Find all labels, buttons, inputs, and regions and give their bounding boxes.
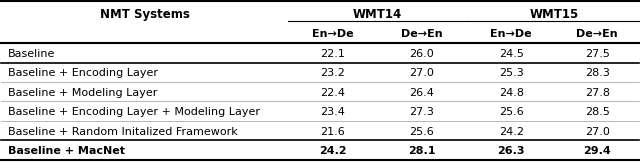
Text: 23.2: 23.2 bbox=[320, 68, 345, 78]
Text: 25.6: 25.6 bbox=[410, 127, 435, 137]
Text: 23.4: 23.4 bbox=[320, 107, 345, 117]
Text: Baseline + Modeling Layer: Baseline + Modeling Layer bbox=[8, 88, 157, 98]
Text: 28.1: 28.1 bbox=[408, 146, 436, 156]
Text: WMT14: WMT14 bbox=[353, 9, 402, 22]
Text: 29.4: 29.4 bbox=[583, 146, 611, 156]
Text: 24.5: 24.5 bbox=[499, 49, 524, 59]
Text: 24.2: 24.2 bbox=[499, 127, 524, 137]
Text: 27.0: 27.0 bbox=[585, 127, 610, 137]
Text: NMT Systems: NMT Systems bbox=[100, 9, 189, 22]
Text: En→De: En→De bbox=[490, 29, 532, 39]
Text: 28.3: 28.3 bbox=[585, 68, 610, 78]
Text: 22.1: 22.1 bbox=[320, 49, 345, 59]
Text: WMT15: WMT15 bbox=[529, 9, 579, 22]
Text: De→En: De→En bbox=[577, 29, 618, 39]
Text: 26.3: 26.3 bbox=[497, 146, 525, 156]
Text: 26.4: 26.4 bbox=[410, 88, 435, 98]
Text: 26.0: 26.0 bbox=[410, 49, 435, 59]
Text: 21.6: 21.6 bbox=[321, 127, 345, 137]
Text: 25.6: 25.6 bbox=[499, 107, 524, 117]
Text: Baseline + Random Initalized Framework: Baseline + Random Initalized Framework bbox=[8, 127, 237, 137]
Text: 24.2: 24.2 bbox=[319, 146, 346, 156]
Text: 25.3: 25.3 bbox=[499, 68, 524, 78]
Text: Baseline + Encoding Layer: Baseline + Encoding Layer bbox=[8, 68, 158, 78]
Text: 27.0: 27.0 bbox=[410, 68, 435, 78]
Text: 24.8: 24.8 bbox=[499, 88, 524, 98]
Text: 27.3: 27.3 bbox=[410, 107, 435, 117]
Text: Baseline + Encoding Layer + Modeling Layer: Baseline + Encoding Layer + Modeling Lay… bbox=[8, 107, 260, 117]
Text: Baseline: Baseline bbox=[8, 49, 55, 59]
Text: 27.8: 27.8 bbox=[585, 88, 610, 98]
Text: Baseline + MacNet: Baseline + MacNet bbox=[8, 146, 125, 156]
Text: 22.4: 22.4 bbox=[320, 88, 345, 98]
Text: 28.5: 28.5 bbox=[585, 107, 610, 117]
Text: En→De: En→De bbox=[312, 29, 353, 39]
Text: De→En: De→En bbox=[401, 29, 443, 39]
Text: 27.5: 27.5 bbox=[585, 49, 610, 59]
